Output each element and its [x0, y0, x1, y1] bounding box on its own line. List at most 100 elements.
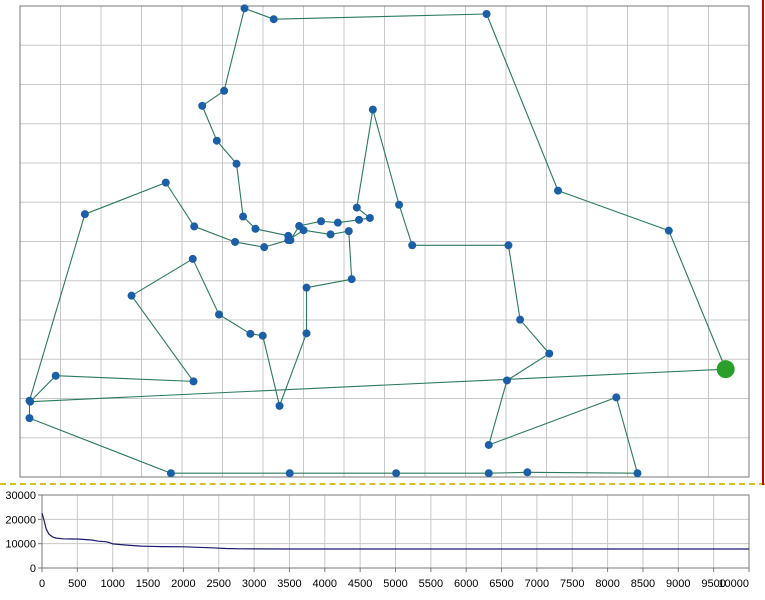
cost-grid — [42, 495, 749, 568]
cost-x-tick-label: 7500 — [560, 578, 584, 590]
city-point — [523, 468, 532, 477]
cost-x-tick-label: 5500 — [419, 578, 443, 590]
route-segment — [29, 375, 57, 403]
city-point — [188, 254, 197, 263]
city-point — [484, 469, 493, 478]
city-point — [633, 469, 642, 478]
route-segment — [486, 13, 559, 191]
route-segment — [244, 7, 274, 20]
route-segment — [398, 204, 413, 246]
route-segment — [557, 190, 669, 232]
city-point — [127, 291, 136, 300]
city-point — [612, 393, 621, 402]
tour-cities — [25, 4, 735, 478]
city-point — [317, 217, 326, 226]
cost-y-tick-label: 0 — [30, 563, 36, 575]
city-point — [239, 212, 248, 221]
cost-x-tick-label: 6000 — [454, 578, 478, 590]
city-point — [344, 227, 353, 236]
route-segment — [279, 333, 308, 407]
city-point — [482, 10, 491, 19]
cost-line-group — [41, 512, 749, 550]
city-point — [333, 218, 342, 227]
panel-splitter[interactable] — [0, 483, 765, 485]
cost-y-tick-label: 20000 — [5, 514, 36, 526]
route-segment — [28, 214, 86, 401]
city-point — [26, 397, 35, 406]
city-point — [232, 159, 241, 168]
city-point — [275, 401, 284, 410]
cost-x-tick-label: 0 — [39, 578, 45, 590]
city-point — [545, 349, 554, 358]
cost-x-tick-label: 4000 — [313, 578, 337, 590]
cost-y-tick-label: 30000 — [5, 490, 36, 502]
route-segment — [165, 182, 195, 227]
city-point — [25, 414, 34, 423]
route-segment — [273, 13, 487, 20]
route-segment — [488, 471, 528, 474]
route-segment — [306, 278, 352, 289]
route-segment — [303, 229, 331, 235]
route-segment — [488, 396, 617, 446]
tour-plot-frame — [19, 5, 750, 478]
city-point — [664, 226, 673, 235]
cost-x-tick-label: 6500 — [489, 578, 513, 590]
city-point — [161, 178, 170, 187]
cost-y-tick-labels: 0 10000 20000 30000 — [5, 490, 42, 575]
route-segment — [506, 353, 550, 381]
cost-panel: 0 10000 20000 30000 0 500 1000 1500 2000 2500 300… — [0, 485, 765, 595]
cost-x-tick-label: 10000 — [718, 578, 749, 590]
city-point — [484, 440, 493, 449]
route-segment — [216, 140, 237, 165]
city-point — [347, 275, 356, 284]
cost-x-tick-label: 500 — [68, 578, 86, 590]
city-point — [354, 215, 363, 224]
tour-panel — [19, 4, 750, 478]
cost-x-tick-label: 8000 — [595, 578, 619, 590]
city-point — [166, 469, 175, 478]
city-point — [269, 15, 278, 24]
city-point — [368, 105, 377, 114]
window-border — [762, 0, 764, 485]
city-point — [240, 4, 249, 13]
city-point — [215, 310, 224, 319]
city-point — [189, 377, 198, 386]
cost-x-tick-label: 3000 — [242, 578, 266, 590]
city-point — [395, 200, 404, 209]
city-point — [198, 101, 207, 110]
city-point — [502, 376, 511, 385]
cost-x-tick-label: 9500 — [701, 578, 725, 590]
cost-x-tick-label: 7000 — [525, 578, 549, 590]
depot-point — [716, 360, 735, 379]
route-segment — [194, 225, 236, 243]
city-point — [554, 186, 563, 195]
route-segment — [668, 230, 727, 370]
route-segment — [356, 109, 374, 208]
cost-y-tick-label: 10000 — [5, 539, 36, 551]
route-segment — [201, 105, 218, 141]
route-segment — [201, 90, 225, 107]
cost-x-tick-label: 8500 — [631, 578, 655, 590]
cost-x-tick-label: 1000 — [100, 578, 124, 590]
cost-x-tick-label: 2500 — [207, 578, 231, 590]
route-segment — [131, 295, 194, 382]
route-segment — [264, 239, 289, 248]
city-point — [302, 329, 311, 338]
route-segment — [262, 335, 281, 407]
route-segment — [84, 182, 166, 215]
route-segment — [615, 397, 638, 474]
city-point — [231, 237, 240, 246]
route-segment — [131, 258, 194, 297]
route-segment — [55, 375, 194, 382]
route-segment — [223, 8, 246, 91]
route-segment — [234, 241, 265, 248]
cost-x-tick-label: 2000 — [171, 578, 195, 590]
route-segment — [507, 245, 521, 320]
route-segment — [218, 314, 251, 335]
cost-x-tick-labels: 0 500 1000 1500 2000 2500 3000 3500 4000 4500 5000… — [39, 568, 750, 590]
route-segment — [372, 109, 400, 205]
cost-x-tick-label: 1500 — [136, 578, 160, 590]
city-point — [285, 469, 294, 478]
city-point — [352, 203, 361, 212]
city-point — [365, 213, 374, 222]
